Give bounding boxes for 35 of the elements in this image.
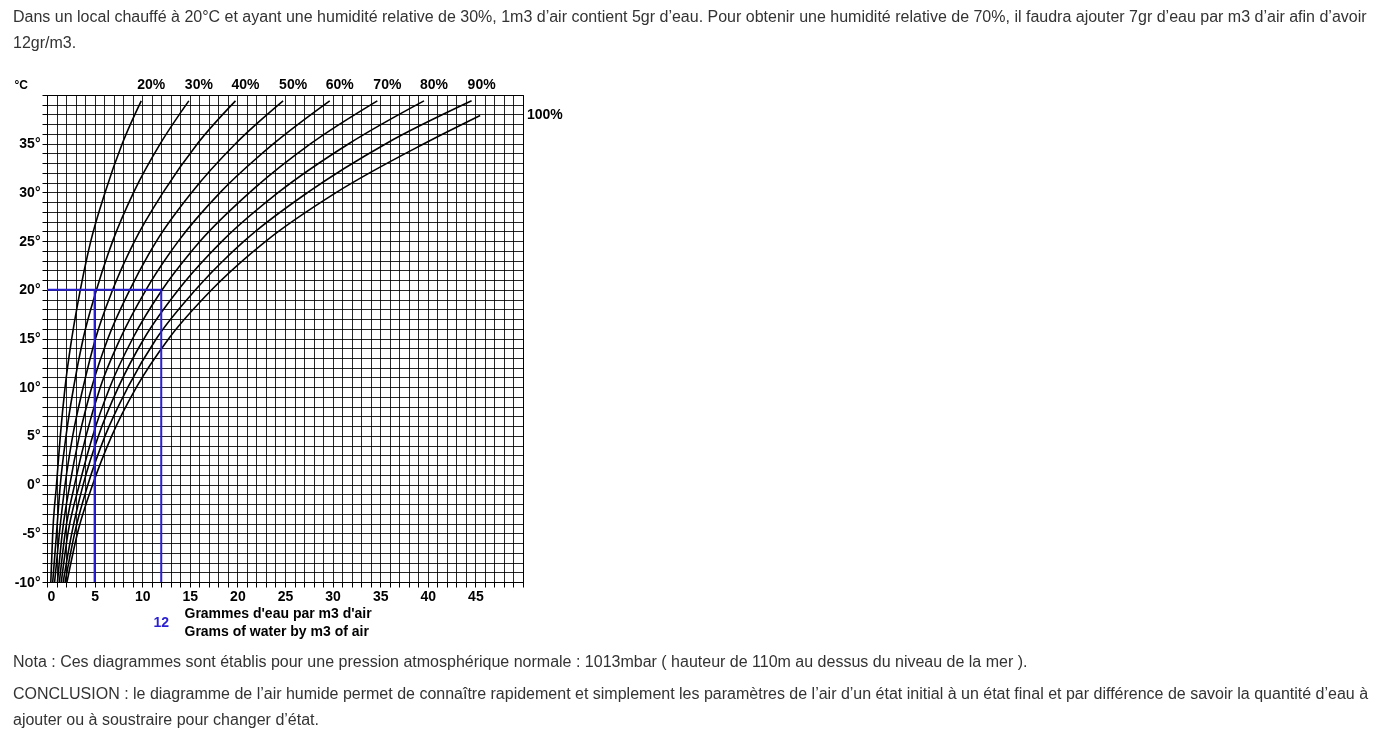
series-label: 40%	[231, 76, 261, 92]
y-tick-label: 5°	[27, 427, 41, 444]
series-label: 50%	[279, 76, 308, 92]
text: Nota : Ces diagrammes sont établis pour une pression atmosphérique normale : 1013mbar ( hauteur de 110m au dessus du niveau de la mer ).	[12, 652, 1029, 672]
x-tick-label: 10	[134, 587, 151, 604]
series-label: 30%	[184, 76, 214, 92]
x-tick-label: 40	[420, 587, 437, 604]
x-tick-label: 5	[91, 587, 100, 604]
y-tick-label: 20°	[19, 281, 41, 298]
x-tick-label: 30	[325, 587, 342, 604]
series-label: 60%	[325, 76, 355, 92]
y-tick-label: -5°	[22, 524, 41, 541]
y-tick-label: 10°	[19, 378, 41, 395]
x-axis-title: Grammes d'eau par m3 d'air Grams of water by m3 of air	[184, 604, 373, 639]
x-tick-label: 35	[372, 587, 389, 604]
y-tick-label: 25°	[19, 232, 41, 249]
text: Dans un local chauffé à 20°C et ayant une humidité relative de 30%, 1m3 d’air contient 5gr d’eau. Pour obtenir une humidité relative de 70%, il faudra ajouter 7gr d’eau par m3 d’air afin d’avoir 12gr/m3.	[12, 7, 1368, 53]
series-label: 20%	[137, 76, 166, 92]
y-tick-label: -10°	[14, 573, 41, 590]
series-label: 80%	[419, 76, 449, 92]
annotation: 12	[153, 614, 170, 630]
y-tick-label: 35°	[19, 135, 41, 152]
y-tick-label: 30°	[19, 183, 41, 200]
x-tick-label: 0	[47, 587, 56, 604]
y-tick-label: 0°	[27, 476, 41, 493]
x-tick-label: 25	[277, 587, 294, 604]
y-tick-label: 15°	[19, 330, 41, 346]
text: CONCLUSION : le diagramme de l’air humide permet de connaître rapidement et simplement les paramètres de l’air d’un état initial à un état final et par différence de savoir la quantité d’eau à ajouter ou à soustraire pour changer d’état.	[12, 684, 1370, 730]
y-axis-title: °C	[14, 77, 29, 92]
x-tick-label: 15	[182, 587, 199, 604]
x-tick-label: 45	[468, 587, 484, 604]
x-tick-label: 20	[230, 587, 246, 604]
text: 100%	[527, 106, 564, 123]
series-label: 90%	[467, 76, 497, 92]
series-label: 70%	[373, 76, 402, 92]
